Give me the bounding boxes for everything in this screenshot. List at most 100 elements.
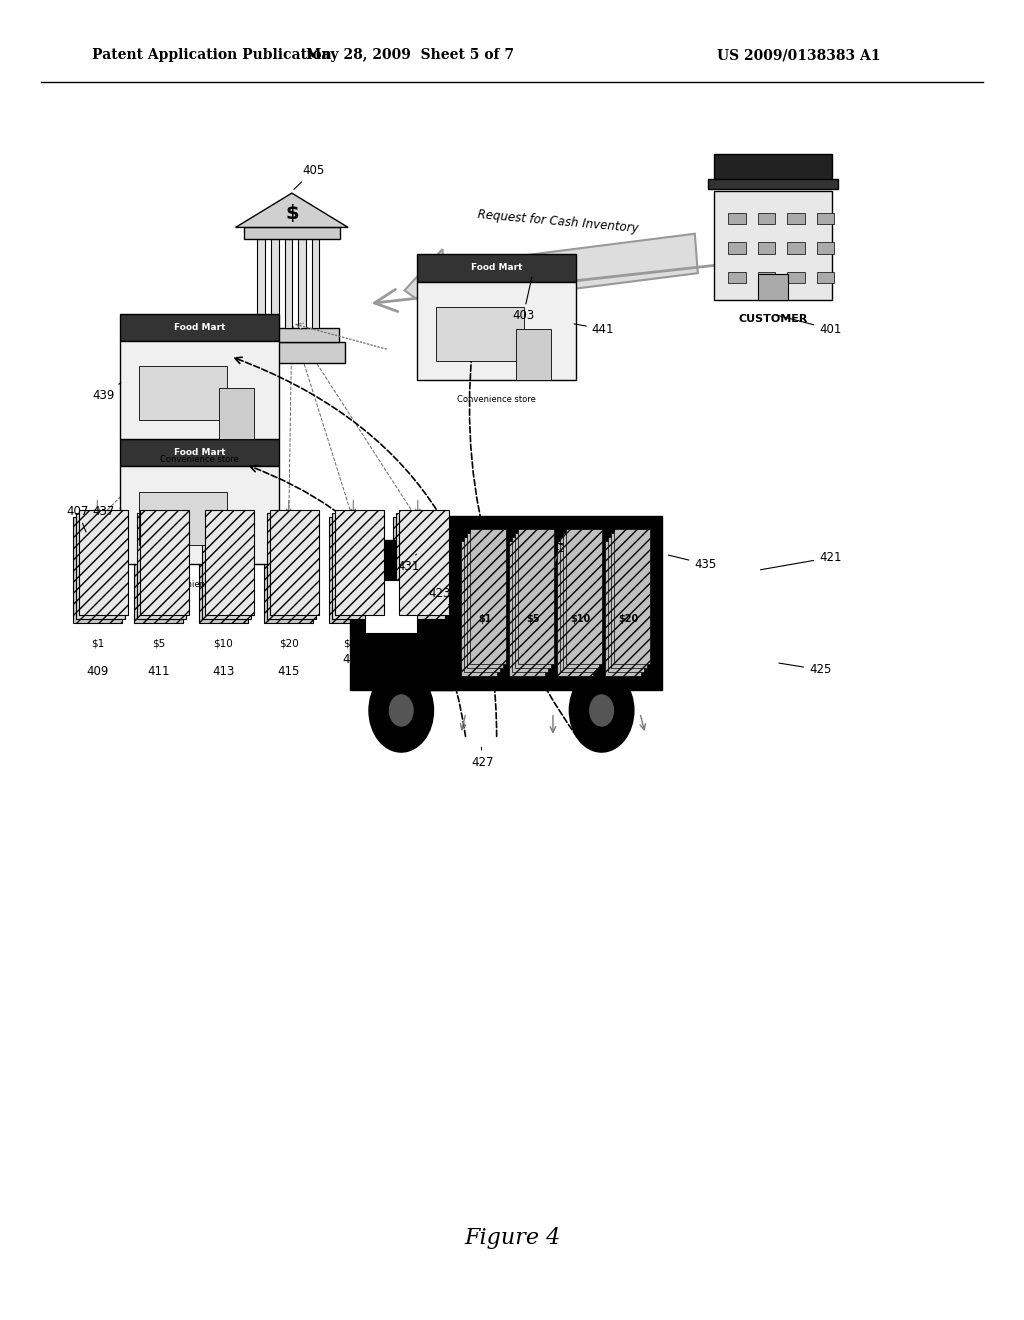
Bar bbox=[270, 510, 319, 615]
Bar bbox=[709, 178, 838, 189]
Bar bbox=[817, 213, 835, 224]
Text: $1: $1 bbox=[91, 639, 103, 649]
Bar bbox=[758, 272, 775, 284]
Bar bbox=[787, 243, 805, 253]
Bar bbox=[613, 529, 650, 664]
Bar bbox=[271, 239, 279, 327]
Text: 431: 431 bbox=[397, 554, 420, 573]
Bar bbox=[139, 366, 226, 420]
Bar bbox=[205, 510, 254, 615]
Bar bbox=[728, 243, 746, 253]
Bar bbox=[610, 533, 647, 668]
Text: $5: $5 bbox=[526, 614, 540, 624]
Text: 401: 401 bbox=[776, 315, 842, 335]
Text: 419: 419 bbox=[611, 528, 655, 556]
Bar bbox=[607, 537, 644, 672]
Bar bbox=[311, 239, 319, 327]
Bar bbox=[516, 329, 551, 380]
Bar bbox=[560, 537, 596, 672]
Text: May 28, 2009  Sheet 5 of 7: May 28, 2009 Sheet 5 of 7 bbox=[305, 49, 514, 62]
Bar bbox=[329, 517, 378, 623]
Bar bbox=[267, 513, 316, 619]
Bar bbox=[298, 239, 306, 327]
Text: $: $ bbox=[285, 205, 299, 223]
Bar bbox=[817, 272, 835, 284]
Bar bbox=[140, 510, 189, 615]
Bar bbox=[139, 491, 226, 545]
Bar bbox=[393, 517, 442, 623]
Bar bbox=[563, 533, 599, 668]
Text: 421: 421 bbox=[761, 550, 842, 570]
Bar bbox=[464, 537, 500, 672]
Text: 425: 425 bbox=[779, 663, 831, 676]
Text: Patent Application Publication: Patent Application Publication bbox=[92, 49, 332, 62]
Text: $20: $20 bbox=[279, 639, 299, 649]
Bar bbox=[76, 513, 125, 619]
Text: $50: $50 bbox=[343, 639, 364, 649]
Bar bbox=[245, 327, 339, 342]
Bar bbox=[604, 541, 641, 676]
Bar bbox=[566, 529, 602, 664]
Bar bbox=[244, 227, 340, 239]
Bar bbox=[219, 513, 254, 565]
Bar bbox=[418, 255, 575, 281]
Bar bbox=[728, 272, 746, 284]
Text: 441: 441 bbox=[574, 322, 614, 335]
Bar bbox=[396, 513, 445, 619]
Text: 433: 433 bbox=[556, 543, 596, 560]
Bar bbox=[257, 239, 265, 327]
Bar bbox=[134, 517, 183, 623]
Bar bbox=[335, 510, 384, 615]
Polygon shape bbox=[236, 193, 348, 227]
Text: 439: 439 bbox=[92, 383, 121, 401]
Circle shape bbox=[589, 694, 614, 727]
Bar bbox=[418, 281, 575, 380]
Text: 411: 411 bbox=[147, 665, 170, 678]
Text: 405: 405 bbox=[294, 164, 325, 190]
Bar bbox=[219, 388, 254, 438]
Text: Food Mart: Food Mart bbox=[471, 264, 522, 272]
Bar bbox=[79, 510, 128, 615]
Text: 425: 425 bbox=[540, 541, 573, 564]
Bar bbox=[787, 272, 805, 284]
Text: 417: 417 bbox=[342, 653, 365, 667]
Text: 423: 423 bbox=[428, 586, 451, 605]
Bar bbox=[121, 466, 279, 565]
Text: Convenience store: Convenience store bbox=[160, 581, 240, 589]
Text: 437: 437 bbox=[92, 504, 121, 517]
Circle shape bbox=[569, 669, 634, 752]
Text: $10: $10 bbox=[213, 639, 233, 649]
Text: Convenience store: Convenience store bbox=[457, 396, 537, 404]
Text: CUSTOMER: CUSTOMER bbox=[738, 314, 808, 325]
Bar bbox=[199, 517, 248, 623]
Text: $5: $5 bbox=[153, 639, 165, 649]
Bar bbox=[422, 516, 662, 689]
Bar bbox=[73, 517, 122, 623]
FancyArrow shape bbox=[404, 234, 697, 321]
Circle shape bbox=[369, 669, 433, 752]
Bar bbox=[759, 273, 787, 300]
Bar bbox=[817, 243, 835, 253]
Text: $1: $1 bbox=[478, 614, 492, 624]
Text: Food Mart: Food Mart bbox=[174, 449, 225, 457]
Bar bbox=[349, 540, 453, 689]
Bar bbox=[512, 537, 548, 672]
Circle shape bbox=[388, 694, 414, 727]
Text: Request for Cash Inventory: Request for Cash Inventory bbox=[477, 209, 639, 235]
Bar bbox=[264, 517, 313, 623]
Bar bbox=[728, 213, 746, 224]
Text: Food Mart: Food Mart bbox=[174, 323, 225, 331]
Bar bbox=[518, 529, 554, 664]
Text: US 2009/0138383 A1: US 2009/0138383 A1 bbox=[717, 49, 881, 62]
Bar bbox=[121, 341, 279, 438]
Bar bbox=[436, 306, 523, 360]
Bar bbox=[557, 541, 593, 676]
Text: Convenience store: Convenience store bbox=[160, 454, 240, 463]
Bar bbox=[509, 541, 545, 676]
Text: 407: 407 bbox=[67, 504, 89, 532]
Text: 413: 413 bbox=[212, 665, 234, 678]
Text: $10: $10 bbox=[570, 614, 591, 624]
Bar bbox=[121, 314, 279, 341]
Bar bbox=[758, 243, 775, 253]
Bar bbox=[715, 154, 831, 181]
